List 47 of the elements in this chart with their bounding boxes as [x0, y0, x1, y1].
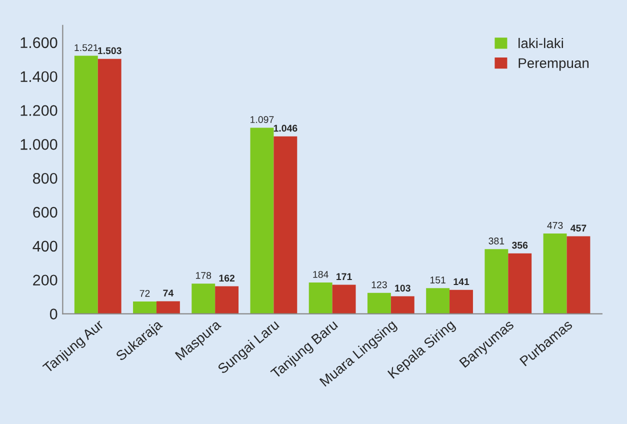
data-label: 1.097 [250, 116, 274, 124]
bar [274, 136, 298, 314]
data-label: 1.046 [274, 124, 298, 132]
data-label: 473 [547, 222, 563, 229]
data-label: 171 [336, 273, 352, 280]
data-label: 141 [454, 278, 470, 286]
bar [308, 282, 332, 314]
y-tick-label: 1.600 [20, 37, 58, 48]
legend-label: Perempuan [518, 58, 589, 71]
bar [74, 56, 98, 314]
y-tick-label: 800 [33, 172, 58, 184]
bar [250, 128, 274, 314]
bar [367, 292, 391, 314]
data-label: 184 [313, 270, 328, 278]
data-label: 1.503 [98, 47, 122, 54]
data-label: 457 [570, 224, 586, 232]
data-label: 178 [196, 272, 212, 279]
y-tick-label: 200 [33, 274, 58, 286]
y-tick-label: 1.000 [20, 139, 58, 150]
bar [332, 284, 356, 314]
y-tick-label: 400 [32, 240, 58, 252]
bar [390, 296, 414, 314]
data-label: 72 [140, 290, 150, 297]
bar [192, 284, 216, 314]
bar [156, 301, 180, 314]
bar [215, 286, 239, 314]
bar [98, 58, 122, 314]
bar [450, 290, 473, 314]
bar [566, 236, 590, 314]
bar [508, 253, 532, 314]
data-label: 103 [395, 284, 410, 292]
data-label: 1.521 [74, 44, 98, 52]
y-tick-label: 1.400 [20, 71, 58, 82]
bar [133, 302, 156, 314]
bar [543, 234, 567, 314]
data-label: 74 [163, 290, 174, 296]
data-label: 381 [488, 238, 504, 244]
data-label: 356 [512, 242, 528, 249]
y-tick-label: 0 [50, 308, 58, 320]
data-label: 151 [430, 276, 446, 284]
bar [426, 288, 450, 314]
y-tick-label: 1.200 [20, 105, 58, 116]
data-label: 162 [219, 274, 235, 282]
bar [484, 249, 508, 314]
y-tick-label: 600 [33, 206, 58, 218]
data-label: 123 [372, 281, 387, 288]
legend-label: laki-laki [518, 38, 563, 48]
